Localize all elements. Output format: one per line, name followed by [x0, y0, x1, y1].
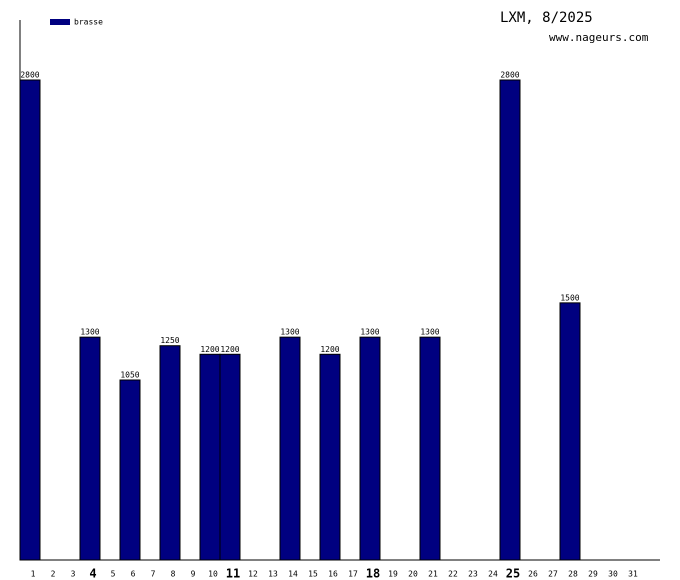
chart-title: LXM, 8/2025: [500, 10, 593, 26]
x-tick-label: 12: [248, 570, 258, 579]
x-tick-label: 15: [308, 570, 318, 579]
x-tick-label: 5: [111, 570, 116, 579]
x-tick-label: 4: [89, 567, 96, 580]
x-tick-label: 29: [588, 570, 598, 579]
x-tick-label: 10: [208, 570, 218, 579]
value-label: 1500: [560, 293, 579, 302]
bar: [319, 353, 341, 561]
value-label: 1300: [420, 328, 439, 337]
bar: [279, 336, 301, 561]
legend-swatch: [50, 19, 70, 25]
x-tick-label: 25: [506, 567, 520, 580]
x-tick-label: 21: [428, 570, 438, 579]
x-tick-label: 3: [71, 570, 76, 579]
bar: [219, 353, 241, 561]
x-tick-label: 16: [328, 570, 338, 579]
x-tick-label: 14: [288, 570, 298, 579]
x-tick-label: 26: [528, 570, 538, 579]
value-label: 1250: [160, 336, 179, 345]
value-label: 1300: [360, 328, 379, 337]
x-tick-label: 8: [171, 570, 176, 579]
x-tick-label: 30: [608, 570, 618, 579]
x-tick-label: 9: [191, 570, 196, 579]
bar: [419, 336, 441, 561]
bar: [199, 353, 221, 561]
x-tick-label: 6: [131, 570, 136, 579]
value-label: 1200: [220, 345, 239, 354]
bar: [119, 379, 141, 561]
x-tick-label: 7: [151, 570, 156, 579]
bar: [359, 336, 381, 561]
x-tick-label: 2: [51, 570, 56, 579]
x-tick-label: 31: [628, 570, 638, 579]
x-tick-label: 27: [548, 570, 558, 579]
chart-subtitle: www.nageurs.com: [549, 31, 649, 44]
x-tick-label: 28: [568, 570, 578, 579]
x-tick-label: 22: [448, 570, 458, 579]
x-tick-label: 19: [388, 570, 398, 579]
bar: [499, 79, 521, 561]
x-tick-label: 17: [348, 570, 358, 579]
value-label: 1200: [320, 345, 339, 354]
value-label: 1300: [80, 328, 99, 337]
value-label: 2800: [500, 71, 519, 80]
x-tick-label: 1: [31, 570, 36, 579]
bar: [19, 79, 41, 561]
bar: [559, 302, 581, 561]
x-tick-label: 24: [488, 570, 498, 579]
x-tick-label: 13: [268, 570, 278, 579]
value-label: 1200: [200, 345, 219, 354]
value-label: 1050: [120, 371, 139, 380]
value-label: 1300: [280, 328, 299, 337]
x-tick-label: 18: [366, 567, 380, 580]
legend-label: brasse: [74, 18, 103, 27]
x-tick-label: 11: [226, 567, 240, 580]
bar: [79, 336, 101, 561]
x-tick-label: 20: [408, 570, 418, 579]
x-tick-label: 23: [468, 570, 478, 579]
value-label: 2800: [20, 71, 39, 80]
bar: [159, 345, 181, 561]
